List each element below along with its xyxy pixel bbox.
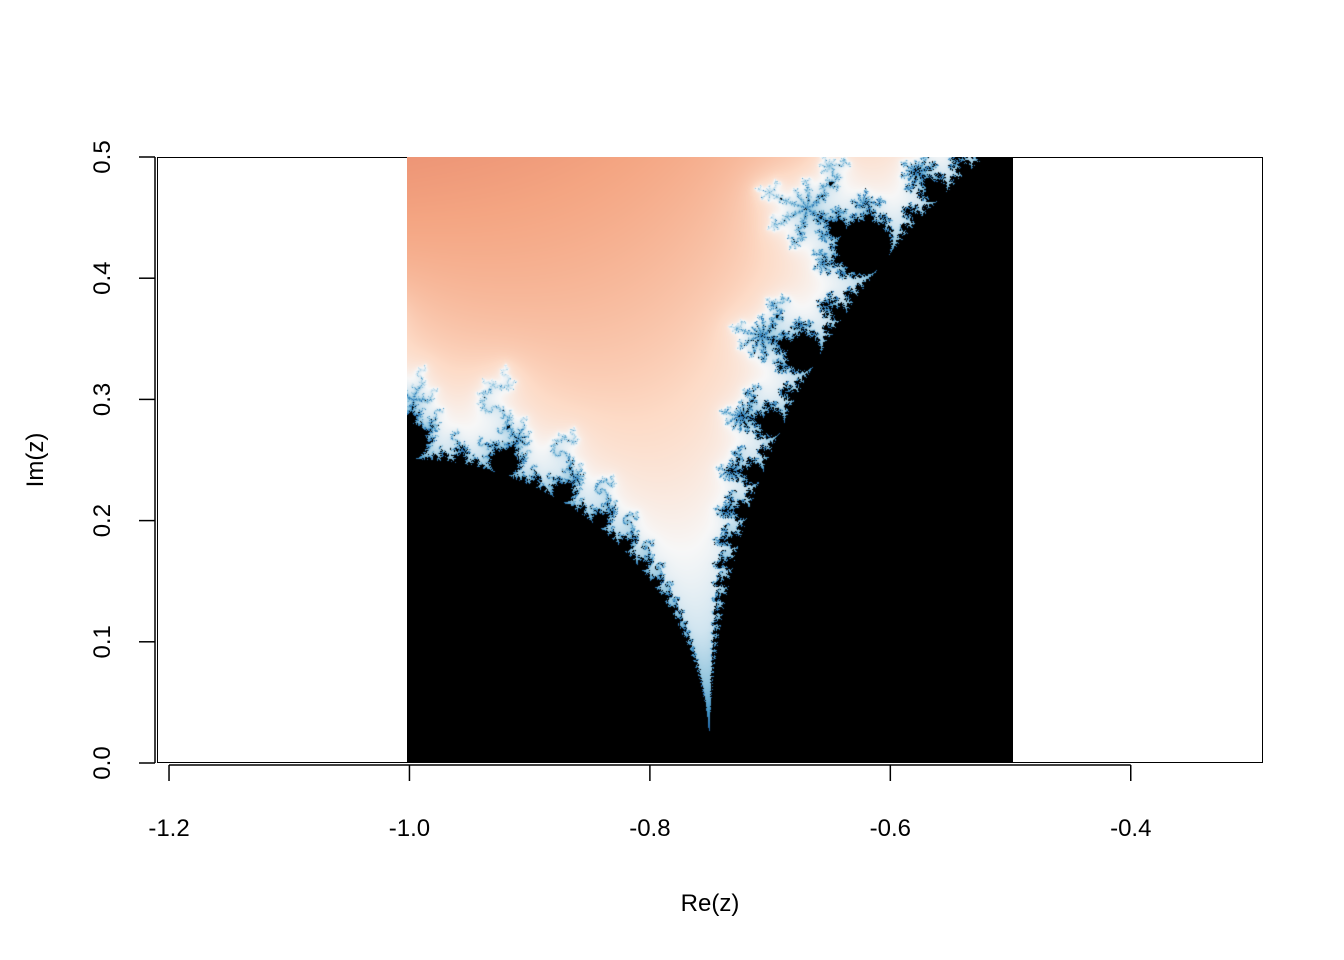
y-axis: 0.0 0.1 0.2 0.3 0.4 0.5	[89, 140, 156, 780]
y-tick-label: 0.4	[89, 262, 116, 295]
x-tick-label: -0.6	[870, 815, 911, 842]
x-axis: -1.2 -1.0 -0.8 -0.6 -0.4	[148, 764, 1151, 842]
x-tick-label: -0.8	[629, 815, 670, 842]
y-tick-label: 0.3	[89, 383, 116, 416]
y-tick-label: 0.5	[89, 140, 116, 173]
x-axis-title: Re(z)	[681, 890, 740, 917]
y-tick-label: 0.2	[89, 504, 116, 537]
y-tick-label: 0.0	[89, 746, 116, 779]
x-tick-label: -1.0	[389, 815, 430, 842]
y-axis-title: Im(z)	[22, 433, 49, 488]
x-tick-label: -0.4	[1110, 815, 1151, 842]
x-tick-label: -1.2	[148, 815, 189, 842]
y-tick-label: 0.1	[89, 625, 116, 658]
fractal-heatmap	[407, 157, 1013, 763]
